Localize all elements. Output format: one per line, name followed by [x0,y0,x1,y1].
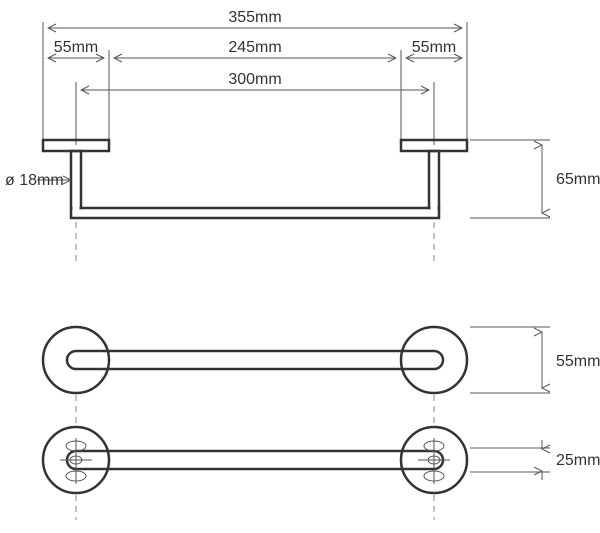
label-right: 55mm [412,39,456,56]
label-diam: ø 18mm [5,172,64,189]
label-top2: 25mm [556,452,600,469]
front-right-post [429,151,439,208]
top-view-2 [43,427,467,493]
top-view-1 [43,327,467,393]
dimension-drawing: 355mm 55mm 245mm 55mm 300mm 65mm [0,0,600,533]
dim-top1-height: 55mm [470,327,600,393]
label-mid: 245mm [228,39,281,56]
dim-diameter: ø 18mm [5,172,71,189]
dim-top2-height: 25mm [470,440,600,480]
label-left: 55mm [54,39,98,56]
label-posts: 300mm [228,71,281,88]
dim-segments: 55mm 245mm 55mm [48,39,462,145]
label-top1: 55mm [556,353,600,370]
label-overall: 355mm [228,9,281,26]
front-left-post [71,151,81,208]
dim-post-spacing: 300mm [76,71,434,145]
front-rail [71,208,439,218]
label-height: 65mm [556,171,600,188]
dim-height: 65mm [470,140,600,218]
